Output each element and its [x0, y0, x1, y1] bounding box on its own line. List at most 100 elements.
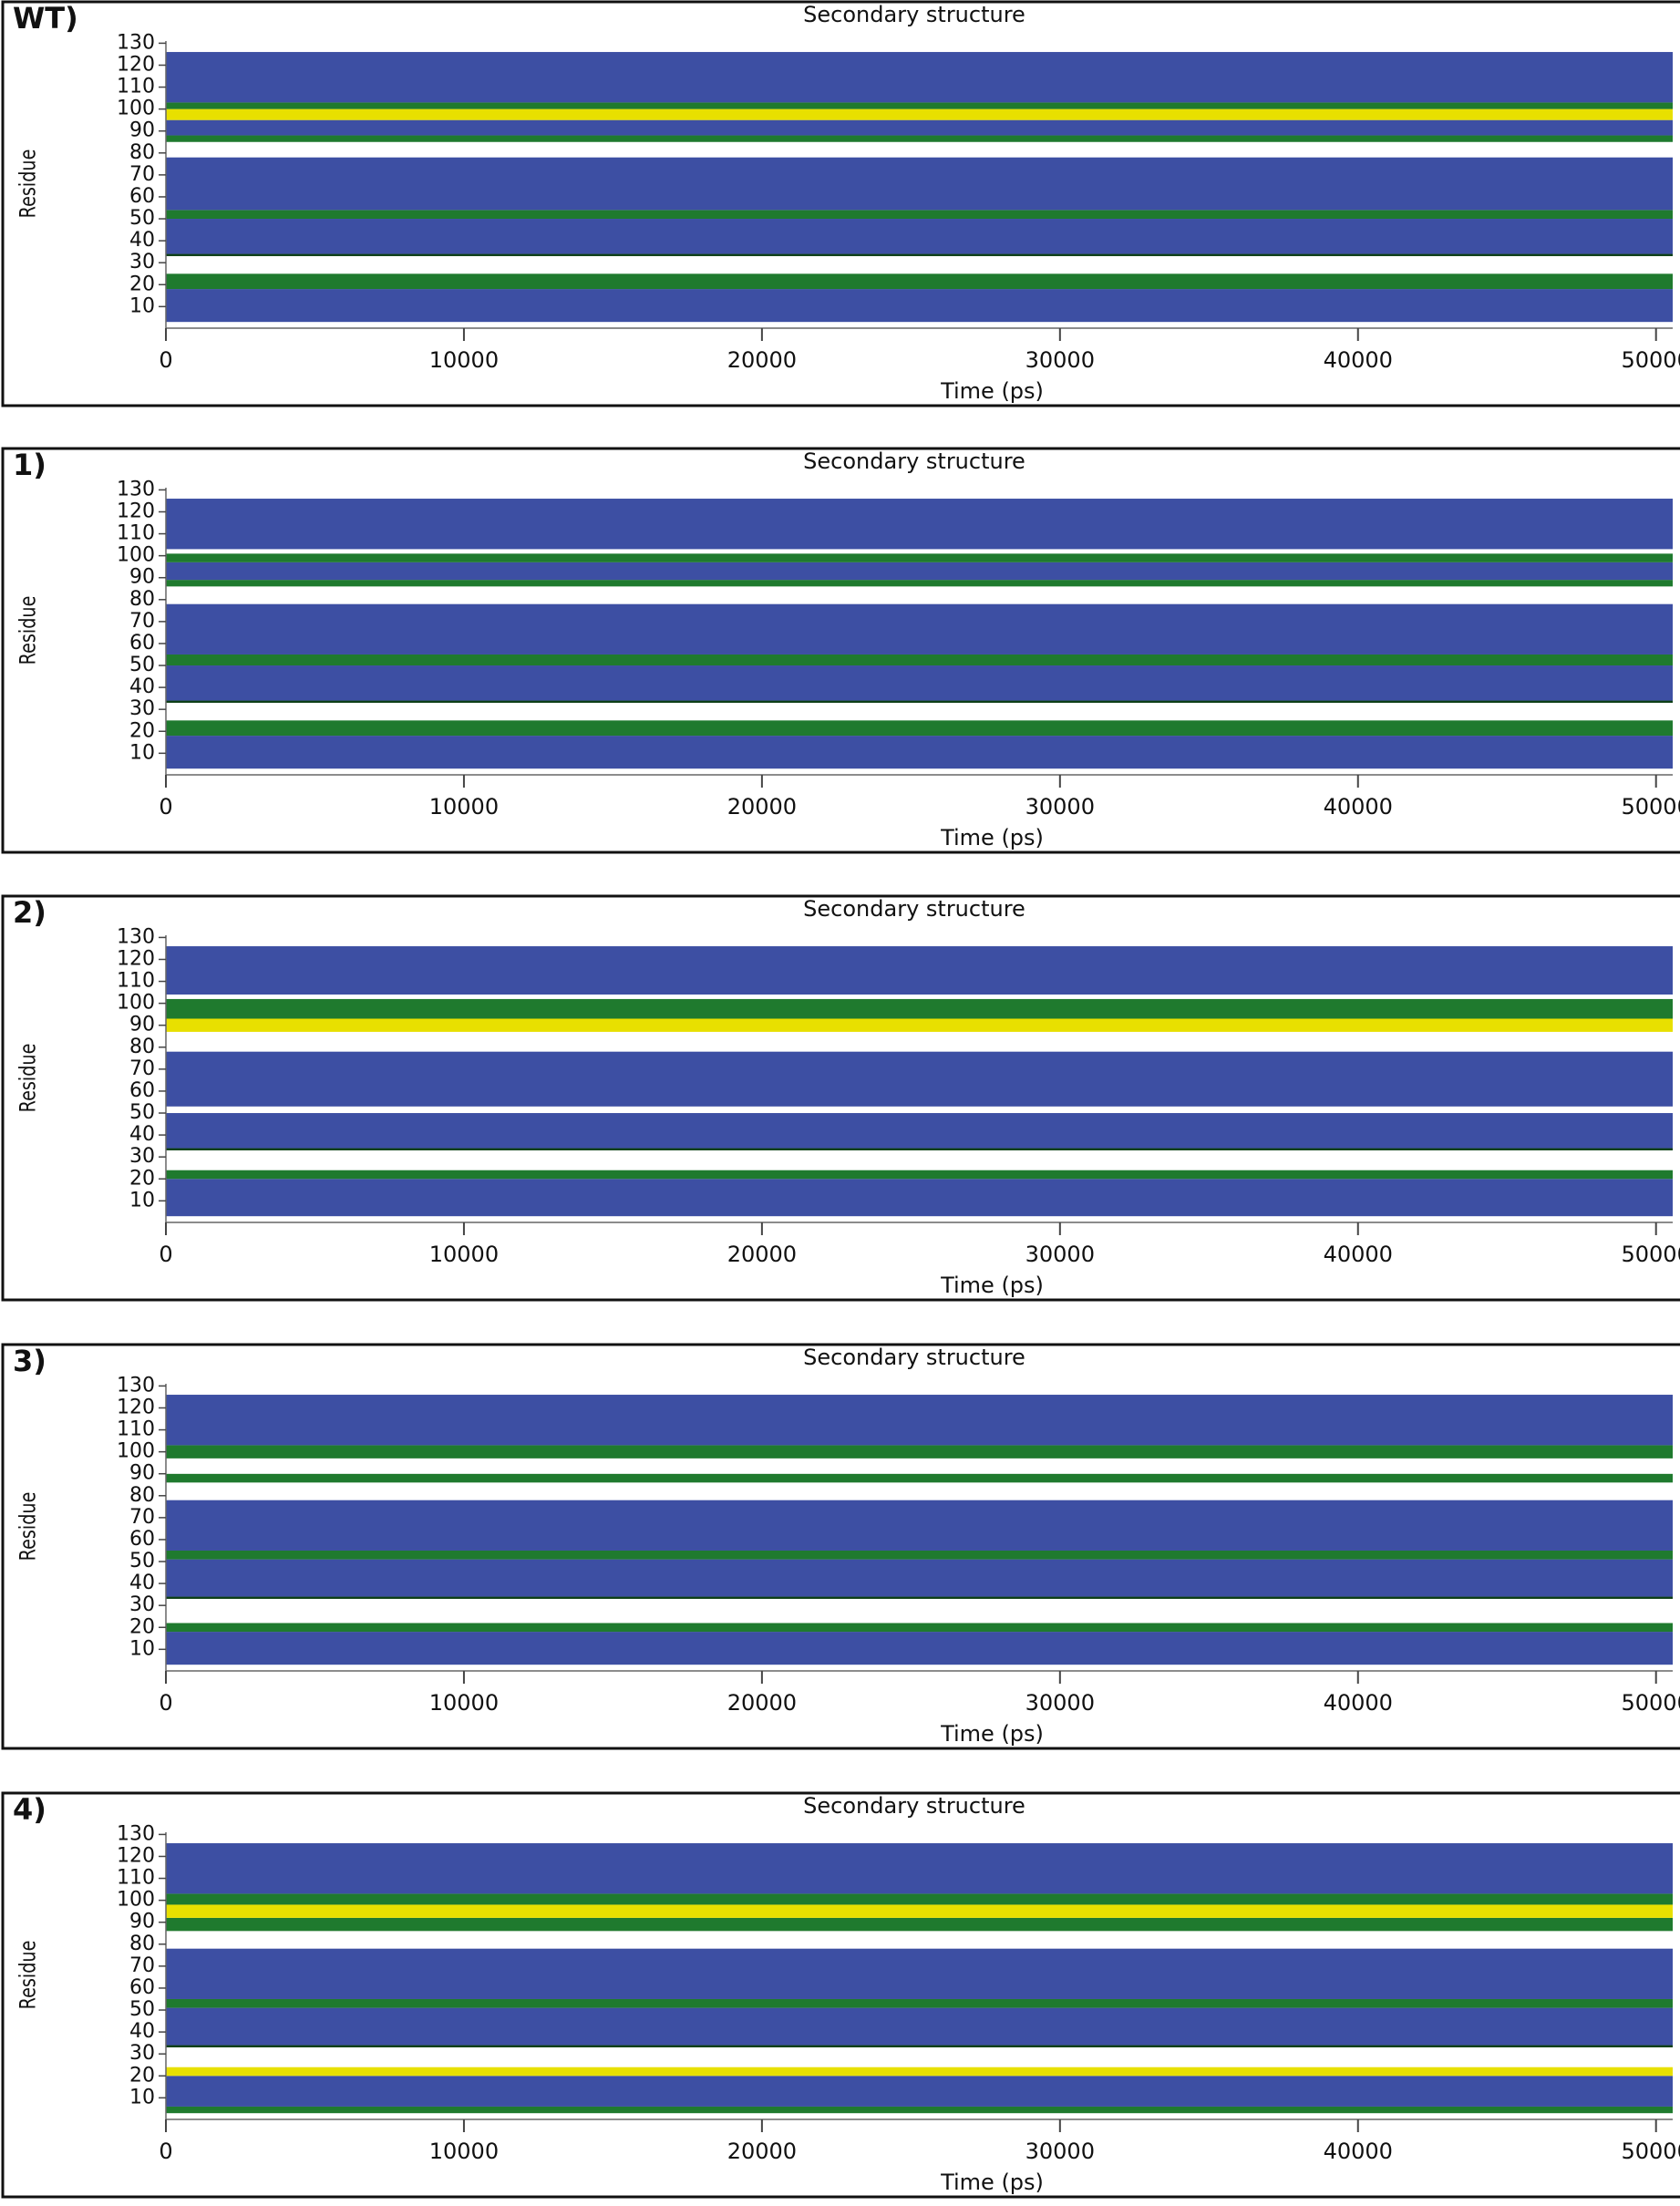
structure-band — [166, 1051, 1673, 1107]
y-tick-label: 90 — [129, 1014, 155, 1036]
y-tick-label: 100 — [117, 98, 155, 120]
structure-band — [166, 720, 1673, 737]
panel-label: 4) — [13, 1792, 46, 1827]
structure-band — [166, 2045, 1673, 2047]
structure-band — [166, 1623, 1673, 1633]
y-tick-label: 40 — [129, 2020, 155, 2043]
y-tick-label: 30 — [129, 1593, 155, 1616]
structure-band — [166, 2067, 1673, 2077]
panel-frame — [1, 1791, 1680, 2199]
y-tick-label: 40 — [129, 229, 155, 252]
structure-band — [166, 665, 1673, 701]
y-tick-label: 80 — [129, 1933, 155, 1955]
y-tick-label: 10 — [129, 294, 155, 317]
structure-band — [166, 1106, 1673, 1114]
y-tick-label: 130 — [117, 31, 155, 54]
y-axis-label: Residue — [16, 1492, 42, 1562]
structure-band — [166, 1559, 1673, 1597]
y-tick-label: 10 — [129, 1189, 155, 1211]
x-tick-label: 30000 — [1026, 1690, 1095, 1716]
structure-band — [166, 1917, 1673, 1932]
structure-band — [166, 108, 1673, 120]
y-tick-label: 30 — [129, 697, 155, 720]
structure-band — [166, 119, 1673, 136]
structure-band — [166, 157, 1673, 211]
structure-band — [166, 702, 1673, 721]
structure-band — [166, 1179, 1673, 1217]
structure-band — [166, 1843, 1673, 1894]
structure-band — [166, 2106, 1673, 2114]
structure-band — [166, 549, 1673, 554]
y-tick-label: 70 — [129, 1057, 155, 1080]
panel-frame — [1, 447, 1680, 854]
x-tick-label: 30000 — [1026, 2139, 1095, 2164]
x-tick-label: 0 — [159, 2139, 172, 2164]
y-tick-label: 50 — [129, 1998, 155, 2021]
x-tick-label: 50000 — [1622, 1242, 1680, 1267]
panel-frame — [1, 0, 1680, 407]
structure-band — [166, 253, 1673, 256]
structure-band — [166, 499, 1673, 550]
y-tick-label: 130 — [117, 925, 155, 948]
y-tick-label: 20 — [129, 1615, 155, 1638]
structure-band — [166, 1395, 1673, 1446]
structure-band — [166, 700, 1673, 703]
y-tick-label: 60 — [129, 1976, 155, 1999]
y-axis-label: Residue — [16, 149, 42, 219]
y-tick-label: 90 — [129, 1911, 155, 1933]
structure-band — [166, 1931, 1673, 1949]
structure-band — [166, 603, 1673, 655]
y-tick-label: 20 — [129, 273, 155, 295]
structure-band — [166, 586, 1673, 604]
x-tick-label: 20000 — [727, 2139, 797, 2164]
y-tick-label: 100 — [117, 1889, 155, 1912]
structure-band — [166, 289, 1673, 323]
y-tick-label: 110 — [117, 970, 155, 993]
structure-band — [166, 141, 1673, 158]
y-tick-label: 10 — [129, 741, 155, 764]
y-tick-label: 80 — [129, 141, 155, 164]
structure-band — [166, 654, 1673, 666]
structure-band — [166, 1904, 1673, 1918]
y-tick-label: 90 — [129, 1462, 155, 1485]
y-tick-label: 60 — [129, 1528, 155, 1551]
y-tick-label: 50 — [129, 207, 155, 230]
x-tick-label: 0 — [159, 1242, 172, 1267]
structure-band — [166, 946, 1673, 995]
structure-band — [166, 1632, 1673, 1665]
x-tick-label: 20000 — [727, 1690, 797, 1716]
y-tick-label: 30 — [129, 251, 155, 273]
y-tick-label: 120 — [117, 53, 155, 76]
panel-frame — [1, 894, 1680, 1302]
panel-label: 1) — [13, 448, 46, 482]
y-tick-label: 70 — [129, 610, 155, 633]
structure-band — [166, 1998, 1673, 2008]
structure-band — [166, 2076, 1673, 2107]
y-axis-label: Residue — [16, 596, 42, 665]
y-tick-label: 100 — [117, 992, 155, 1015]
structure-band — [166, 1031, 1673, 1052]
structure-band — [166, 135, 1673, 142]
y-tick-label: 60 — [129, 1079, 155, 1102]
chart-title: Secondary structure — [803, 896, 1026, 922]
y-tick-label: 80 — [129, 588, 155, 611]
x-tick-label: 10000 — [429, 2139, 499, 2164]
x-tick-label: 50000 — [1622, 794, 1680, 820]
panel-label: WT) — [13, 1, 78, 36]
x-tick-label: 50000 — [1622, 1690, 1680, 1716]
x-tick-label: 40000 — [1324, 347, 1393, 373]
y-tick-label: 120 — [117, 947, 155, 970]
structure-band — [166, 580, 1673, 587]
structure-band — [166, 1458, 1673, 1474]
x-tick-label: 40000 — [1324, 794, 1393, 820]
panel-frame — [1, 1343, 1680, 1750]
y-tick-label: 60 — [129, 632, 155, 655]
structure-band — [166, 255, 1673, 274]
chart-title: Secondary structure — [803, 448, 1026, 474]
x-tick-label: 50000 — [1622, 347, 1680, 373]
structure-band — [166, 736, 1673, 769]
structure-band — [166, 1893, 1673, 1905]
